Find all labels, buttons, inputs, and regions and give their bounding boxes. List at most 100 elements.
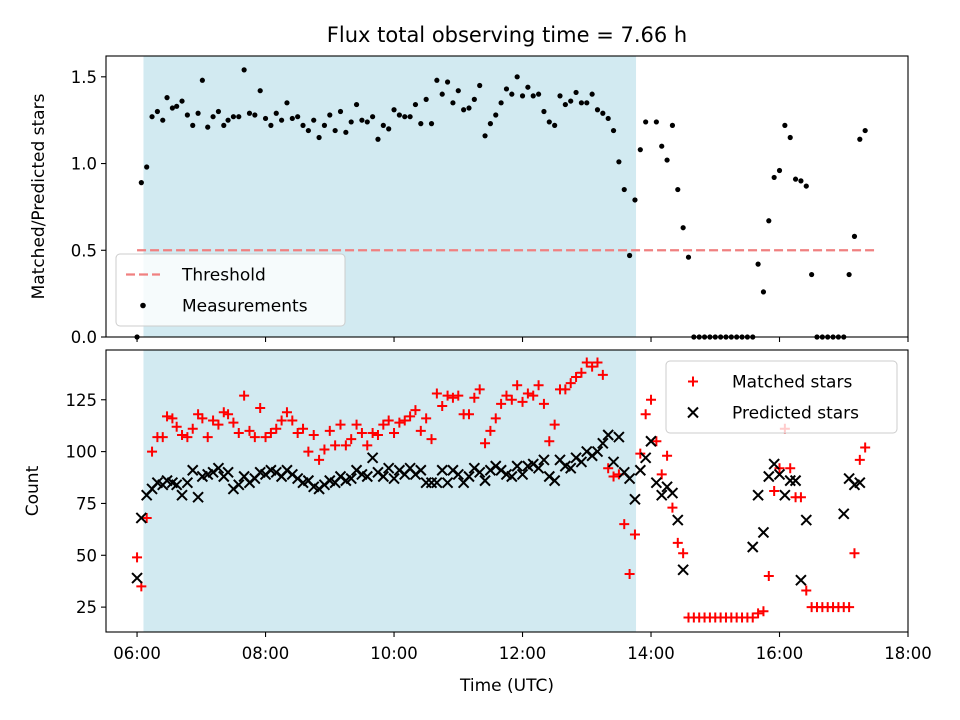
ratio-panel: 0.0 0.5 1.0 1.5 Matched/Predicted stars Thres… [29, 55, 909, 347]
data-point [372, 430, 383, 441]
x-tick-label: 08:00 [242, 644, 290, 663]
data-point [135, 512, 148, 524]
data-point [666, 487, 679, 499]
data-point [672, 514, 684, 526]
legend-label: Measurements [182, 297, 308, 317]
chart-title: Flux total observing time = 7.66 h [327, 23, 687, 47]
x-axis-label: Time (UTC) [459, 676, 554, 696]
data-point [592, 357, 603, 368]
data-point [787, 134, 793, 141]
data-point [262, 115, 269, 122]
data-point [428, 121, 435, 127]
x-tick-label: 14:00 [627, 644, 675, 663]
data-point [222, 466, 234, 479]
data-point [230, 114, 237, 120]
y-axis-label: Matched/Predicted stars [29, 93, 49, 299]
data-point [154, 108, 160, 115]
legend-label: Threshold [181, 266, 266, 286]
data-point [669, 122, 676, 128]
data-point [803, 183, 809, 189]
data-point [607, 456, 620, 468]
data-point [528, 390, 539, 401]
data-point [801, 585, 812, 596]
legend: Threshold Measurements [115, 253, 346, 327]
data-point [442, 390, 453, 401]
data-point [800, 514, 812, 526]
data-point [479, 474, 491, 487]
x-tick-label: 18:00 [884, 644, 932, 663]
data-point [378, 419, 389, 430]
data-point [477, 82, 483, 89]
data-point [321, 122, 328, 128]
data-point [538, 398, 549, 409]
data-point [594, 107, 601, 113]
data-point [514, 74, 520, 80]
data-point [362, 440, 373, 451]
data-point [490, 413, 501, 424]
data-point [768, 458, 780, 470]
data-point [246, 110, 253, 116]
data-point [656, 469, 667, 480]
data-point [753, 608, 764, 619]
data-point [771, 174, 777, 181]
data-point [747, 612, 758, 623]
data-point [776, 167, 783, 174]
data-point [662, 450, 673, 461]
data-point [469, 392, 480, 403]
data-point [471, 96, 477, 102]
data-point [181, 476, 194, 489]
data-point [366, 452, 379, 464]
legend-matched-swatch [688, 376, 698, 387]
data-point [600, 110, 606, 116]
data-point [391, 107, 397, 113]
data-point [463, 409, 474, 420]
data-point [849, 548, 860, 559]
data-point [685, 254, 692, 260]
data-point [509, 91, 515, 97]
data-point [345, 472, 357, 485]
data-point [760, 289, 767, 295]
data-point [639, 452, 652, 464]
data-point [439, 91, 445, 97]
data-point [455, 88, 461, 94]
data-point [613, 431, 625, 443]
x-tick-label: 10:00 [370, 644, 418, 663]
data-point [659, 143, 665, 149]
data-point [453, 390, 464, 401]
data-point [678, 548, 689, 559]
data-point [608, 471, 619, 482]
data-point [377, 470, 390, 483]
data-point [632, 197, 638, 203]
axes-frame [105, 349, 909, 633]
data-point [548, 474, 561, 487]
data-point [300, 122, 306, 128]
data-point [755, 261, 761, 267]
data-point [603, 463, 614, 474]
data-point [361, 470, 373, 483]
data-point [587, 361, 598, 372]
data-point [418, 121, 424, 127]
data-point [169, 105, 175, 111]
data-point [450, 100, 456, 106]
data-point [565, 462, 577, 474]
data-point [637, 147, 643, 153]
data-point [602, 429, 614, 441]
data-point [758, 606, 769, 617]
data-point [197, 413, 208, 424]
data-point [265, 427, 276, 438]
data-point [273, 110, 279, 116]
data-point [370, 114, 376, 120]
y-tick-label: 50 [76, 546, 97, 565]
data-point [335, 419, 346, 430]
data-point [332, 127, 338, 134]
data-point [233, 479, 245, 491]
data-point [281, 407, 292, 418]
data-point [763, 470, 775, 483]
legend-box [115, 253, 346, 327]
data-point [571, 371, 582, 382]
data-point [292, 427, 303, 438]
data-point [573, 89, 579, 96]
data-point [177, 430, 188, 441]
y-axis-label: Count [23, 465, 43, 516]
data-point [415, 425, 426, 436]
